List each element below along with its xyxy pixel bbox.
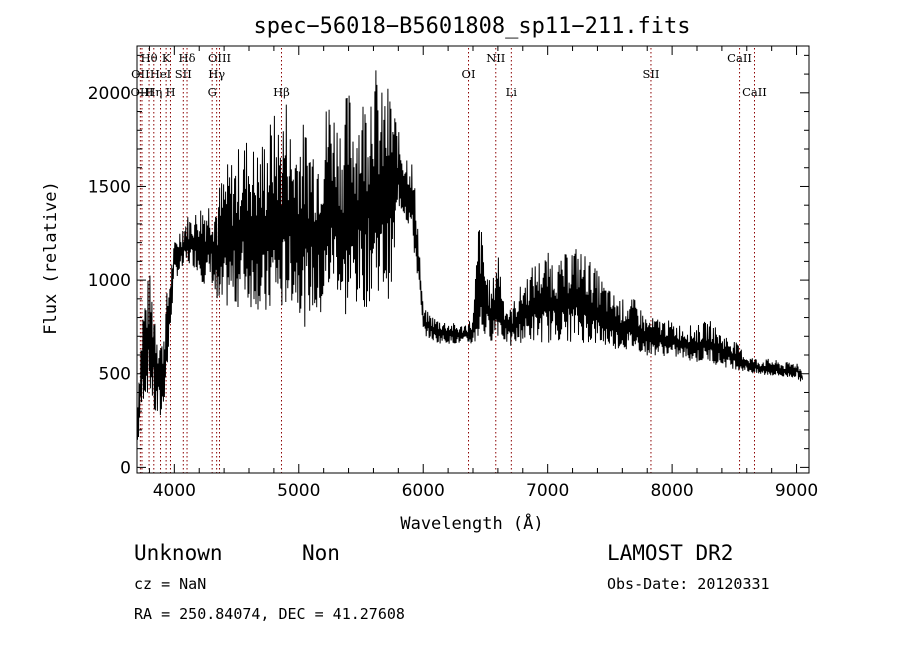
line-marker-label: Hη <box>145 85 162 99</box>
obs-date: Obs-Date: 20120331 <box>607 575 770 593</box>
line-marker-label: H <box>165 85 175 99</box>
y-tick-label: 1500 <box>88 177 131 197</box>
y-axis-label: Flux (relative) <box>41 181 61 335</box>
x-tick-label: 5000 <box>277 481 320 501</box>
line-marker-label: Hδ <box>179 51 196 65</box>
y-tick-label: 1000 <box>88 271 131 291</box>
spectrum-line <box>136 70 803 440</box>
line-marker-label: SII <box>642 67 659 81</box>
line-marker-label: G <box>208 85 217 99</box>
line-marker-label: OIII <box>208 51 231 65</box>
line-marker-label: HeI <box>150 67 171 81</box>
line-marker-label: Li <box>506 85 518 99</box>
line-marker-label: Hγ <box>208 67 225 81</box>
object-subclass: Non <box>302 541 340 565</box>
line-marker-label: CaII <box>742 85 767 99</box>
line-marker-label: Hθ <box>141 51 158 65</box>
y-tick-label: 0 <box>120 458 131 478</box>
redshift-cz: cz = NaN <box>134 575 206 593</box>
survey-name: LAMOST DR2 <box>607 541 733 565</box>
x-tick-label: 9000 <box>775 481 818 501</box>
y-tick-label: 2000 <box>88 84 131 104</box>
line-marker-label: NII <box>486 51 505 65</box>
line-marker-label: OIII <box>130 85 153 99</box>
line-marker-label: K <box>162 51 171 65</box>
x-tick-label: 8000 <box>650 481 693 501</box>
line-marker-label: Hβ <box>273 85 290 99</box>
line-marker-label: OI <box>462 67 476 81</box>
chart-title: spec−56018−B5601808_sp11−211.fits <box>253 14 690 39</box>
ticks-layer: 4000 5000 6000 7000 8000 9000 0 500 1000 1500 2000 <box>88 46 818 501</box>
line-marker-label: SII <box>175 67 192 81</box>
ra-dec: RA = 250.84074, DEC = 41.27608 <box>134 605 405 623</box>
line-marker-label: CaII <box>727 51 752 65</box>
spectrum-layer <box>136 70 803 440</box>
x-axis-label: Wavelength (Å) <box>400 512 543 534</box>
y-tick-label: 500 <box>99 365 131 385</box>
x-tick-label: 6000 <box>402 481 445 501</box>
x-tick-label: 4000 <box>153 481 196 501</box>
object-class: Unknown <box>134 541 223 565</box>
x-tick-label: 7000 <box>526 481 569 501</box>
